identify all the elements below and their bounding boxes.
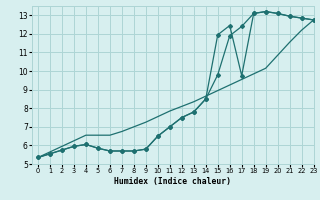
X-axis label: Humidex (Indice chaleur): Humidex (Indice chaleur) — [114, 177, 231, 186]
